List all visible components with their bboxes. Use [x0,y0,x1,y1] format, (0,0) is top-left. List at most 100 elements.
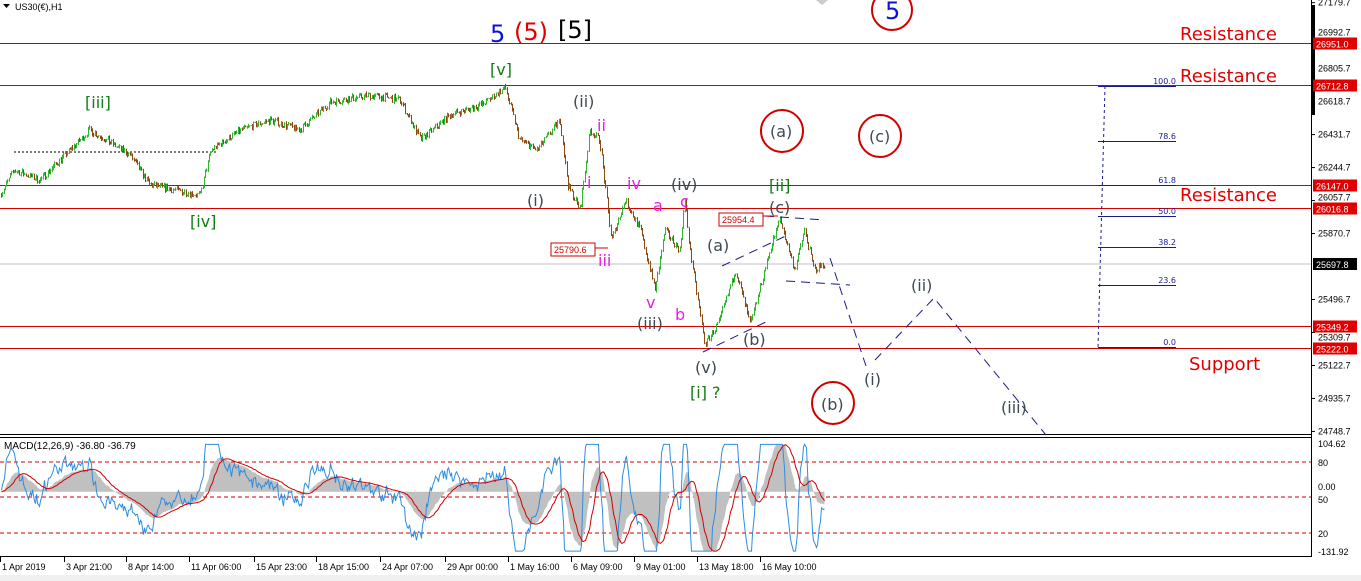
macd-axis-80: 80 [1318,458,1328,468]
channel-line-upper [721,233,791,267]
fibonacci-retracement[interactable]: 100.0 78.6 61.8 50.0 38.2 23.6 0.0 [1097,77,1176,348]
status-strip [0,575,1361,581]
current-price-tag [1313,258,1357,270]
wave-ii-paren: (ii) [573,92,594,111]
time-tick-label: 13 May 18:00 [699,562,754,572]
level-price-label: 26147.0 [1316,182,1349,192]
wave-circled-c: (c) [869,127,890,146]
price-tag-low-box [550,242,596,257]
wave-v-minor: v [646,293,655,312]
time-tick-label: 9 May 01:00 [636,562,686,572]
time-tick-label: 8 Apr 14:00 [128,562,174,572]
triangle-line-lower [785,280,851,286]
price-tick-label: 26805.7 [1318,64,1351,74]
wave-v-paren: (v) [695,358,717,377]
fib-trendline [1097,85,1106,348]
resistance-label-2: Resistance [1180,66,1277,87]
price-tick-label: 24748.7 [1318,426,1351,436]
wave-i-paren: (i) [527,191,544,210]
price-tick-label: 25122.7 [1318,360,1351,370]
projection-to-i [829,257,867,367]
level-price-label: 25222.0 [1316,345,1349,355]
price-tick-label: 25870.7 [1318,229,1351,239]
time-tick-label: 16 May 10:00 [762,562,817,572]
wave-a-minor: a [653,196,663,215]
time-axis[interactable]: 1 Apr 2019 3 Apr 21:00 8 Apr 14:00 11 Apr 0… [0,557,817,572]
projection-to-iii [874,297,1047,436]
level-price-tag [1313,179,1357,192]
macd-axis-max: 104.62 [1318,439,1346,449]
price-tag-high-box [718,212,764,227]
level-price-label: 25349.2 [1316,323,1349,333]
price-tick-label: 27179.7 [1318,0,1351,8]
triangle-line-upper [764,215,826,221]
level-price-tag [1313,79,1357,92]
fib-level-label: 38.2 [1158,238,1176,247]
time-tick-label: 3 Apr 21:00 [66,562,112,572]
time-tick-label: 15 Apr 23:00 [256,562,307,572]
price-tick-label: 24935.7 [1318,393,1351,403]
price-tick-label: 26057.7 [1318,193,1351,203]
fib-level-label: 0.0 [1163,338,1176,347]
macd-signal-line [1,444,825,552]
wave-circled-b: (b) [821,395,844,414]
wave-v-green: [v] [490,60,512,79]
macd-axis-20: 20 [1318,529,1328,539]
current-price-label: 25697.8 [1316,260,1349,270]
wave-proj-ii: (ii) [911,276,932,295]
channel-line-lower [702,319,771,353]
wave-iii-minor: iii [598,251,611,270]
price-tag-low: 25790.6 [554,245,587,255]
macd-title: MACD(12,26,9) -36.80 -36.79 [4,441,136,452]
wave-ii-minor: ii [597,116,606,135]
time-tick-label: 1 Apr 2019 [2,562,46,572]
wave-5-black: [5] [558,16,592,44]
wave-5-blue: 5 [490,20,505,48]
fib-level-label: 61.8 [1158,176,1176,185]
wave-iii-paren: (iii) [637,314,663,333]
level-price-tag [1313,320,1357,333]
macd-axis-50: 50 [1318,495,1328,505]
level-price-tag [1313,202,1357,215]
macd-axis-zero: 0.00 [1318,482,1336,492]
price-tick-label: 26618.7 [1318,97,1351,107]
fib-level-label: 100.0 [1153,77,1176,86]
time-tick-label: 29 Apr 00:00 [447,562,498,572]
wave-b-minor: b [675,305,685,324]
time-tick-label: 1 May 16:00 [510,562,560,572]
price-tick-label: 26244.7 [1318,163,1351,173]
fib-level-label: 50.0 [1158,207,1176,216]
price-tick-label: 26992.7 [1318,28,1351,38]
wave-circled-a: (a) [770,122,792,141]
wave-c-paren: (c) [769,198,790,217]
shift-marker-icon[interactable] [816,0,828,5]
support-label: Support [1189,354,1260,375]
price-axis[interactable]: 27179.7 26992.7 26805.7 26618.7 26431.7 26244… [1311,0,1357,436]
resistance-label-1: Resistance [1180,24,1277,45]
time-tick-label: 24 Apr 07:00 [382,562,433,572]
wave-circled-5: 5 [885,0,900,25]
price-bars [1,83,826,347]
fib-level-label: 78.6 [1158,132,1176,141]
macd-fast-line [1,443,825,552]
time-tick-label: 6 May 09:00 [573,562,623,572]
price-tag-high: 25954.4 [722,215,755,225]
circle-marker [871,0,913,31]
wave-proj-iii: (iii) [1001,398,1027,417]
wave-c-minor: c [680,192,689,211]
scroll-marker[interactable] [1312,5,1315,115]
level-price-label: 26712.8 [1316,82,1349,92]
wave-i-minor: i [587,173,591,192]
wave-5-red: (5) [514,18,548,46]
price-tick-label: 26431.7 [1318,130,1351,140]
horizontal-levels [0,43,1311,349]
wave-iv-green: [iv] [190,212,216,231]
dropdown-triangle-icon[interactable] [3,4,10,8]
wave-iv-paren: (iv) [671,175,697,194]
level-price-label: 26016.8 [1316,205,1349,215]
level-price-tag [1313,37,1357,50]
wave-a-paren: (a) [707,236,729,255]
price-tick-label: 25496.7 [1318,294,1351,304]
fib-level-label: 23.6 [1158,276,1176,285]
